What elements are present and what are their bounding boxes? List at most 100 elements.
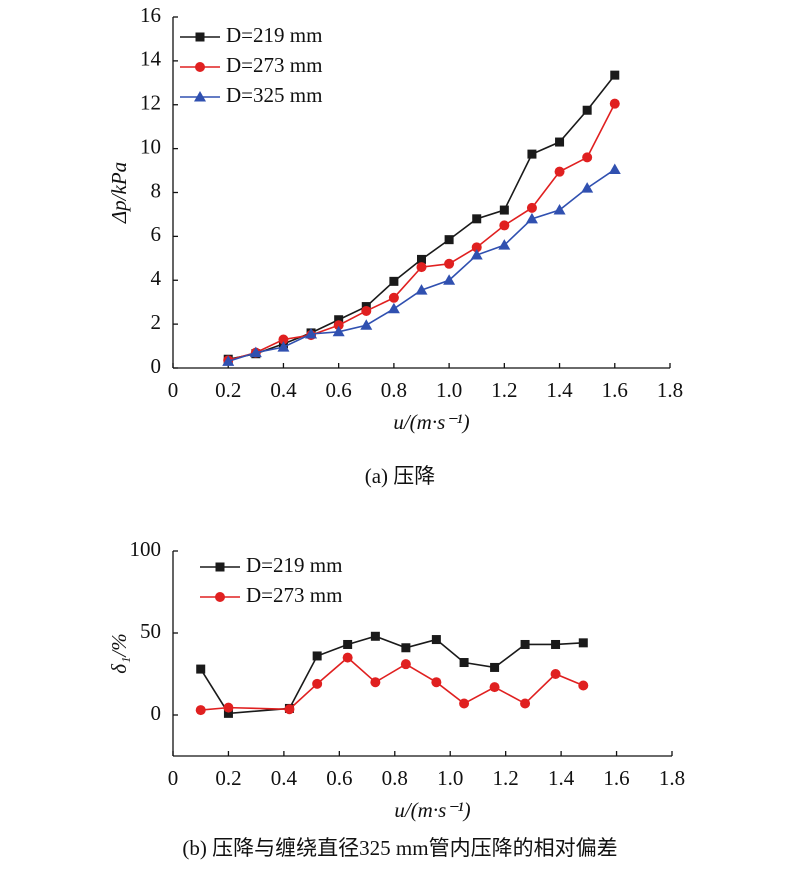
y-tick-label: 0 xyxy=(151,701,162,725)
legend-marker xyxy=(215,562,225,572)
marker xyxy=(499,220,510,231)
legend-marker xyxy=(195,62,205,72)
x-tick-label: 0.4 xyxy=(270,378,297,402)
marker xyxy=(417,254,426,264)
marker xyxy=(550,669,561,679)
x-axis-label: u/(m·s⁻¹) xyxy=(393,410,469,434)
x-tick-label: 0.4 xyxy=(271,766,298,790)
marker xyxy=(278,334,289,345)
marker xyxy=(196,664,206,674)
y-axis-label: Δp/kPa xyxy=(107,162,131,224)
marker xyxy=(223,702,234,713)
marker xyxy=(582,105,592,115)
x-tick-label: 0 xyxy=(168,766,179,790)
marker xyxy=(249,346,262,358)
caption: (b) 压降与缠绕直径325 mm管内压降的相对偏差 xyxy=(182,836,617,860)
marker xyxy=(471,242,482,253)
marker xyxy=(498,239,511,250)
y-tick-label: 100 xyxy=(130,537,162,561)
marker xyxy=(415,284,428,295)
y-tick-label: 50 xyxy=(140,619,161,643)
marker xyxy=(554,166,565,177)
x-tick-label: 1.0 xyxy=(436,378,462,402)
marker xyxy=(578,638,588,648)
marker xyxy=(195,705,206,716)
marker xyxy=(222,355,235,366)
marker xyxy=(370,631,380,641)
marker xyxy=(490,662,500,672)
legend-marker xyxy=(194,91,206,102)
y-tick-label: 10 xyxy=(140,134,161,158)
marker xyxy=(431,677,442,688)
legend-label: D=325 mm xyxy=(226,83,322,107)
marker xyxy=(551,639,561,649)
x-tick-label: 1.2 xyxy=(491,378,517,402)
legend-label: D=219 mm xyxy=(226,23,322,47)
x-tick-label: 0.8 xyxy=(381,378,407,402)
x-tick-label: 0 xyxy=(168,378,179,402)
marker xyxy=(499,205,509,215)
marker xyxy=(459,698,470,709)
x-tick-label: 1.4 xyxy=(548,766,575,790)
y-tick-label: 8 xyxy=(151,178,162,202)
marker xyxy=(526,202,537,213)
y-tick-label: 6 xyxy=(151,222,162,246)
marker xyxy=(333,320,344,331)
marker xyxy=(334,315,344,325)
x-tick-label: 1.0 xyxy=(437,766,463,790)
x-tick-label: 0.2 xyxy=(215,378,241,402)
marker xyxy=(527,149,537,159)
marker xyxy=(609,98,620,109)
marker xyxy=(443,274,456,285)
x-tick-label: 0.8 xyxy=(382,766,408,790)
marker xyxy=(520,639,530,649)
marker xyxy=(489,682,500,693)
marker xyxy=(277,341,290,352)
marker xyxy=(578,680,589,691)
y-tick-label: 4 xyxy=(151,266,162,290)
marker xyxy=(608,163,621,174)
marker xyxy=(305,327,318,339)
marker xyxy=(472,214,482,224)
marker xyxy=(416,262,427,273)
caption: (a) 压降 xyxy=(365,464,436,488)
legend-marker xyxy=(215,592,225,602)
series-line xyxy=(228,74,616,361)
y-tick-label: 16 xyxy=(140,3,161,27)
marker xyxy=(555,137,565,147)
x-tick-label: 0.6 xyxy=(326,766,352,790)
marker xyxy=(332,325,345,337)
marker xyxy=(581,182,594,193)
marker xyxy=(401,643,411,653)
marker xyxy=(582,152,593,163)
marker xyxy=(444,258,455,269)
marker xyxy=(370,677,381,688)
marker xyxy=(361,305,372,316)
marker xyxy=(520,698,531,709)
x-tick-label: 1.2 xyxy=(493,766,519,790)
y-axis-label: δ₁/% xyxy=(107,633,131,673)
marker xyxy=(388,292,399,303)
x-tick-label: 1.6 xyxy=(603,766,629,790)
marker xyxy=(284,704,295,715)
x-tick-label: 1.6 xyxy=(602,378,628,402)
legend-label: D=273 mm xyxy=(246,583,342,607)
y-tick-label: 0 xyxy=(151,354,162,378)
x-axis-label: u/(m·s⁻¹) xyxy=(394,798,470,822)
x-tick-label: 1.8 xyxy=(659,766,685,790)
legend-marker xyxy=(195,32,205,42)
marker xyxy=(343,639,353,649)
marker xyxy=(610,70,620,80)
marker xyxy=(470,249,483,260)
legend-label: D=273 mm xyxy=(226,53,322,77)
y-tick-label: 12 xyxy=(140,91,161,115)
marker xyxy=(389,276,399,286)
marker xyxy=(342,652,353,663)
marker xyxy=(431,635,441,645)
marker xyxy=(312,651,322,661)
marker xyxy=(459,658,469,668)
x-tick-label: 0.6 xyxy=(326,378,352,402)
marker xyxy=(387,302,400,314)
marker xyxy=(360,319,373,330)
